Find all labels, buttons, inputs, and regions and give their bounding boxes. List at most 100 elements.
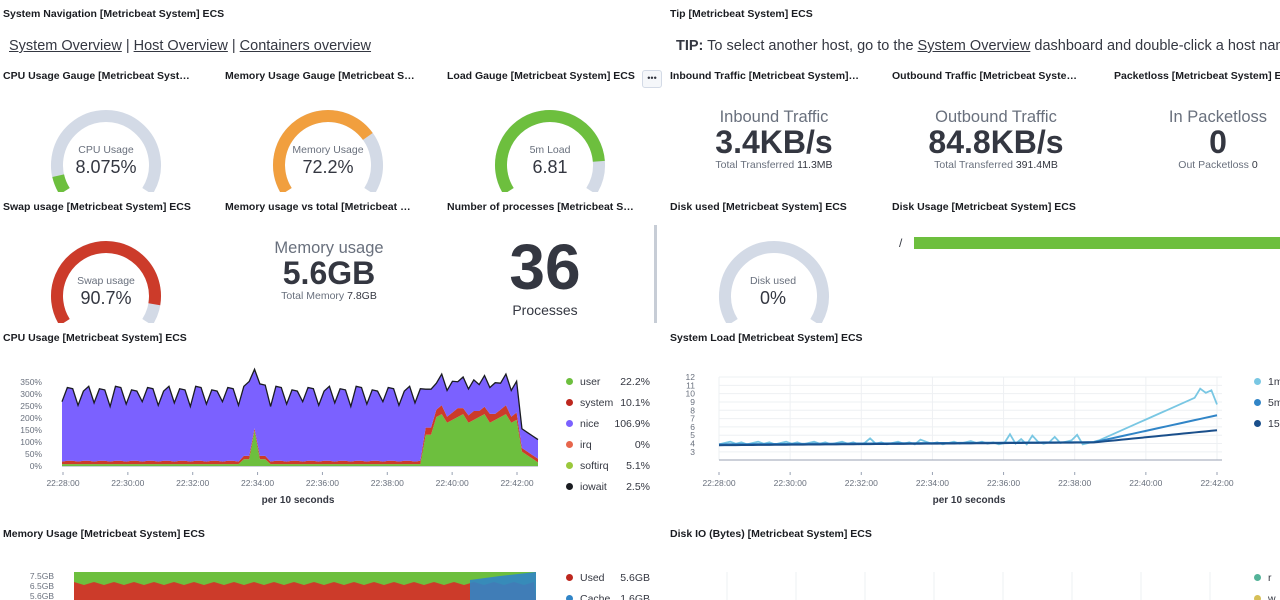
x-tick-label: 22:32:00 bbox=[845, 478, 878, 488]
process-label: Processes bbox=[512, 302, 578, 318]
panel-title: Tip [Metricbeat System] ECS bbox=[670, 8, 813, 20]
legend-name: system bbox=[580, 397, 614, 409]
metric-label: In Packetloss bbox=[1168, 108, 1268, 126]
legend-item[interactable]: user 22.2% bbox=[566, 376, 650, 388]
metric-sub-label: Out Packetloss bbox=[1178, 159, 1249, 171]
legend-swatch bbox=[1254, 398, 1261, 406]
gauge-label: Disk used bbox=[749, 275, 797, 287]
y-tick-label: 150% bbox=[20, 425, 42, 435]
legend-name: irq bbox=[580, 439, 592, 451]
panel-title: Memory usage vs total [Metricbeat S... bbox=[225, 201, 415, 213]
legend-swatch bbox=[1254, 573, 1261, 581]
gauge-value: 6.81 bbox=[532, 157, 568, 177]
gauge-label: Swap usage bbox=[77, 275, 135, 287]
system-overview-tip-link[interactable]: System Overview bbox=[917, 38, 1031, 54]
legend-item[interactable]: nice 106.9% bbox=[566, 418, 650, 430]
y-tick-label: 9 bbox=[690, 397, 695, 407]
metric-value: 3.4KB/s bbox=[715, 124, 833, 160]
legend-item[interactable]: 15m bbox=[1254, 418, 1280, 430]
disk-used-panel: Disk used [Metricbeat System] ECS Disk u… bbox=[667, 193, 889, 323]
memory-usage-panel: Memory Usage [Metricbeat System] ECS 7.5… bbox=[0, 520, 660, 600]
x-tick-label: 22:28:00 bbox=[46, 478, 79, 488]
system-overview-link[interactable]: System Overview bbox=[9, 38, 122, 54]
legend-swatch bbox=[566, 377, 573, 385]
memory-gauge-panel: Memory Usage Gauge [Metricbeat Sy... Mem… bbox=[222, 62, 442, 192]
host-overview-link[interactable]: Host Overview bbox=[133, 38, 228, 54]
y-tick-label: 7.5GB bbox=[30, 571, 54, 581]
x-tick-label: 22:40:00 bbox=[436, 478, 469, 488]
legend-item[interactable]: w bbox=[1254, 593, 1276, 600]
tip-text: TIP: To select another host, go to the S… bbox=[676, 38, 1280, 54]
x-tick-label: 22:34:00 bbox=[916, 478, 949, 488]
legend-swatch bbox=[566, 440, 573, 448]
processes-panel: Number of processes [Metricbeat Sys... 3… bbox=[444, 193, 654, 323]
legend-name: r bbox=[1268, 572, 1272, 584]
metric-value: 0 bbox=[1209, 124, 1227, 160]
x-tick-label: 22:34:00 bbox=[241, 478, 274, 488]
containers-overview-link[interactable]: Containers overview bbox=[239, 38, 372, 54]
gauge-value: 8.075% bbox=[75, 157, 137, 177]
legend-swatch bbox=[566, 461, 573, 469]
legend-name: nice bbox=[580, 418, 600, 430]
legend-item[interactable]: Cache 1.6GB bbox=[566, 593, 650, 600]
disk-io-chart bbox=[726, 572, 1211, 600]
x-tick-label: 22:30:00 bbox=[111, 478, 144, 488]
legend-swatch bbox=[566, 419, 573, 427]
legend-item[interactable]: irq 0% bbox=[566, 439, 650, 451]
legend-item[interactable]: softirq 5.1% bbox=[566, 460, 650, 472]
legend-swatch bbox=[566, 573, 573, 581]
x-tick-label: 22:38:00 bbox=[1058, 478, 1091, 488]
legend-value: 0% bbox=[634, 439, 650, 451]
gauge-fill bbox=[52, 174, 70, 192]
legend-name: 15m bbox=[1268, 418, 1280, 430]
series-1m-line bbox=[718, 387, 1218, 446]
tip-label: TIP: bbox=[676, 38, 704, 54]
x-axis-title: per 10 seconds bbox=[262, 495, 335, 506]
tip-text-before: To select another host, go to the bbox=[703, 38, 918, 54]
metric-value: 5.6GB bbox=[282, 255, 376, 291]
legend-item[interactable]: 1m bbox=[1254, 376, 1280, 388]
y-tick-label: 100% bbox=[20, 437, 42, 447]
legend-item[interactable]: system 10.1% bbox=[566, 397, 650, 409]
y-tick-label: 0% bbox=[30, 461, 43, 471]
legend-item[interactable]: 5m bbox=[1254, 397, 1280, 409]
y-tick-label: 6.5GB bbox=[30, 581, 54, 591]
load-gauge bbox=[495, 110, 605, 192]
x-tick-label: 22:36:00 bbox=[306, 478, 339, 488]
memory-vs-total-panel: Memory usage vs total [Metricbeat S... M… bbox=[222, 193, 442, 323]
memory-gauge bbox=[273, 110, 383, 192]
y-tick-label: 8 bbox=[690, 405, 695, 415]
legend-item[interactable]: Used 5.6GB bbox=[566, 572, 650, 584]
y-tick-label: 200% bbox=[20, 413, 42, 423]
panel-resize-handle[interactable] bbox=[654, 225, 657, 323]
outbound-traffic-panel: Outbound Traffic [Metricbeat System... O… bbox=[889, 62, 1111, 192]
x-tick-label: 22:40:00 bbox=[1129, 478, 1162, 488]
y-tick-label: 350% bbox=[20, 377, 42, 387]
legend-value: 10.1% bbox=[620, 397, 650, 409]
load-gauge-panel: Load Gauge [Metricbeat System] ECS 5m Lo… bbox=[444, 62, 664, 192]
legend-item[interactable]: iowait 2.5% bbox=[566, 481, 650, 493]
memory-usage-legend: Used 5.6GB Cache 1.6GB bbox=[566, 572, 650, 600]
link-separator: | bbox=[125, 38, 130, 54]
panel-options-button[interactable]: ••• bbox=[642, 70, 662, 88]
legend-name: 5m bbox=[1268, 397, 1280, 409]
y-tick-label: 4 bbox=[690, 439, 695, 449]
metric-sub-label: Total Memory bbox=[281, 290, 345, 302]
metric-sub-value: 0 bbox=[1251, 159, 1258, 171]
y-tick-label: 12 bbox=[686, 372, 696, 382]
gauge-track bbox=[719, 241, 829, 323]
y-tick-label: 6 bbox=[690, 422, 695, 432]
panel-title: Number of processes [Metricbeat Sys... bbox=[447, 201, 637, 213]
link-separator: | bbox=[231, 38, 236, 54]
cpu-gauge-panel: CPU Usage Gauge [Metricbeat System... CP… bbox=[0, 62, 220, 192]
y-tick-label: 11 bbox=[686, 380, 695, 390]
x-tick-label: 22:38:00 bbox=[371, 478, 404, 488]
gauge-fill bbox=[273, 110, 373, 192]
disk-io-panel: Disk IO (Bytes) [Metricbeat System] ECS … bbox=[667, 520, 1280, 600]
gauge-value: 72.2% bbox=[302, 157, 354, 177]
series-15m-line bbox=[718, 429, 1218, 447]
legend-item[interactable]: r bbox=[1254, 572, 1272, 584]
metric-label: Memory usage bbox=[274, 239, 384, 257]
